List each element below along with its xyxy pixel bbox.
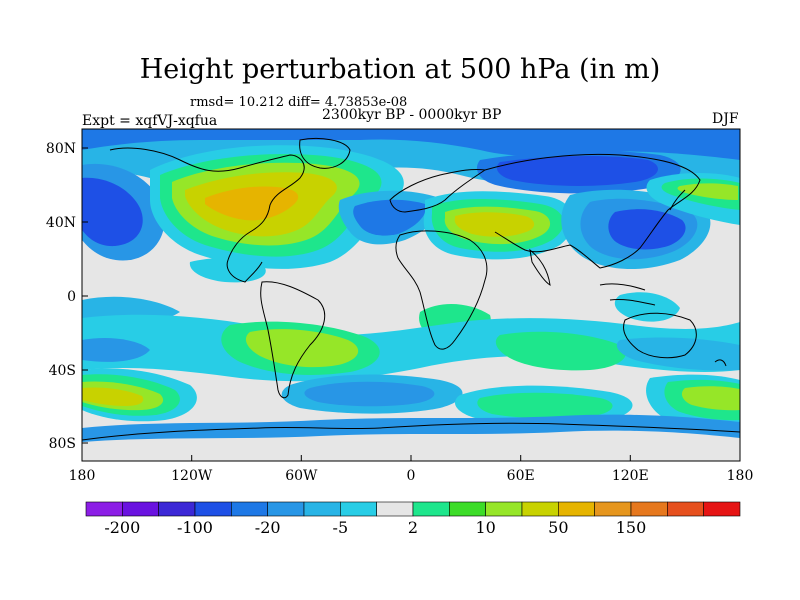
y-tick-labels: 80N 40N 0 40S 80S xyxy=(46,141,76,452)
field-sib-neg-core xyxy=(496,156,658,186)
colorbar-swatch xyxy=(231,501,268,517)
colorbar-swatch xyxy=(412,501,450,517)
colorbar-swatch xyxy=(667,501,704,517)
colorbar-label: -200 xyxy=(104,518,140,537)
x-tick-label: 120E xyxy=(612,468,649,484)
colorbar-labels: -200 -100 -20 -5 2 10 50 150 xyxy=(104,518,646,537)
tick-marks xyxy=(81,147,741,461)
x-tick-label: 60E xyxy=(507,468,535,484)
colorbar-swatch xyxy=(485,501,523,517)
colorbar-label: 10 xyxy=(475,518,495,537)
field-eu-pos-core xyxy=(454,212,535,237)
field-nepac-pos-core xyxy=(677,183,738,200)
colorbar-swatch xyxy=(340,501,377,517)
coastline-australia xyxy=(623,312,697,359)
coastline-south-america xyxy=(260,281,326,399)
map-title: Height perturbation at 500 hPa (in m) xyxy=(139,54,661,85)
field-natl-neg-core xyxy=(353,199,426,236)
field-sh-band-5 xyxy=(616,337,740,371)
field-na-pos-peak xyxy=(205,186,299,221)
x-tick-label: 120W xyxy=(171,468,213,484)
colorbar xyxy=(85,501,741,517)
field-sh-band-6 xyxy=(82,338,150,362)
colorbar-label: -5 xyxy=(333,518,349,537)
colorbar-swatch xyxy=(703,501,741,517)
coastline-new-zealand xyxy=(714,359,727,367)
field-trop-1 xyxy=(189,258,266,283)
y-tick-label: 40S xyxy=(49,363,76,379)
colorbar-swatch xyxy=(194,501,232,517)
colorbar-label: 50 xyxy=(548,518,568,537)
x-tick-label: 0 xyxy=(407,468,416,484)
y-tick-label: 40N xyxy=(46,215,76,231)
colorbar-swatch xyxy=(122,501,159,517)
coastline-antarctica xyxy=(82,422,740,441)
field-sh-band-3 xyxy=(245,329,359,368)
coastline-greenland xyxy=(299,137,351,169)
colorbar-label: 150 xyxy=(616,518,647,537)
coastline-asia xyxy=(484,153,701,269)
field-satl-neg-core xyxy=(304,381,435,407)
coastline-indonesia xyxy=(599,283,656,306)
coastline-japan xyxy=(669,189,686,211)
field-easia-neg-core xyxy=(608,209,686,250)
colorbar-swatch xyxy=(594,501,632,517)
colorbar-swatch xyxy=(303,501,341,517)
field-sh-band-4 xyxy=(495,331,626,371)
field-layer xyxy=(82,129,740,461)
colorbar-swatch xyxy=(521,501,559,517)
colorbar-swatch xyxy=(376,501,414,517)
x-tick-label: 180 xyxy=(69,468,96,484)
x-tick-labels: 180 120W 60W 0 60E 120E 180 xyxy=(69,468,754,484)
field-trop-4 xyxy=(614,292,680,322)
y-tick-label: 80S xyxy=(49,436,76,452)
y-tick-label: 80N xyxy=(46,141,76,157)
field-sind-pos-2 xyxy=(477,392,613,419)
x-tick-label: 60W xyxy=(285,468,318,484)
colorbar-swatch xyxy=(85,501,123,517)
field-ant-band-2 xyxy=(82,430,740,461)
colorbar-swatch xyxy=(630,501,668,517)
coastline-africa xyxy=(395,230,488,350)
field-spac-right-3 xyxy=(681,386,740,411)
colorbar-label: -20 xyxy=(255,518,281,537)
colorbar-swatch xyxy=(558,501,595,517)
colorbar-swatch xyxy=(267,501,305,517)
colorbar-label: 2 xyxy=(408,518,418,537)
x-tick-label: 180 xyxy=(727,468,754,484)
coastline-europe xyxy=(389,169,487,213)
colorbar-label: -100 xyxy=(177,518,213,537)
coastline-north-america xyxy=(109,147,305,283)
stats-text: rmsd= 10.212 diff= 4.73853e-08 xyxy=(190,95,408,110)
coastlines xyxy=(82,137,740,441)
period-label: 2300kyr BP - 0000kyr BP xyxy=(322,107,502,123)
colorbar-swatch xyxy=(449,501,486,517)
colorbar-swatch xyxy=(158,501,196,517)
experiment-label: Expt = xqfVJ-xqfua xyxy=(82,113,218,129)
y-tick-label: 0 xyxy=(67,289,76,305)
field-spac-pos-core xyxy=(82,387,144,406)
field-npac-neg-core xyxy=(82,177,143,247)
season-label: DJF xyxy=(712,111,739,127)
coastline-india xyxy=(529,248,551,286)
